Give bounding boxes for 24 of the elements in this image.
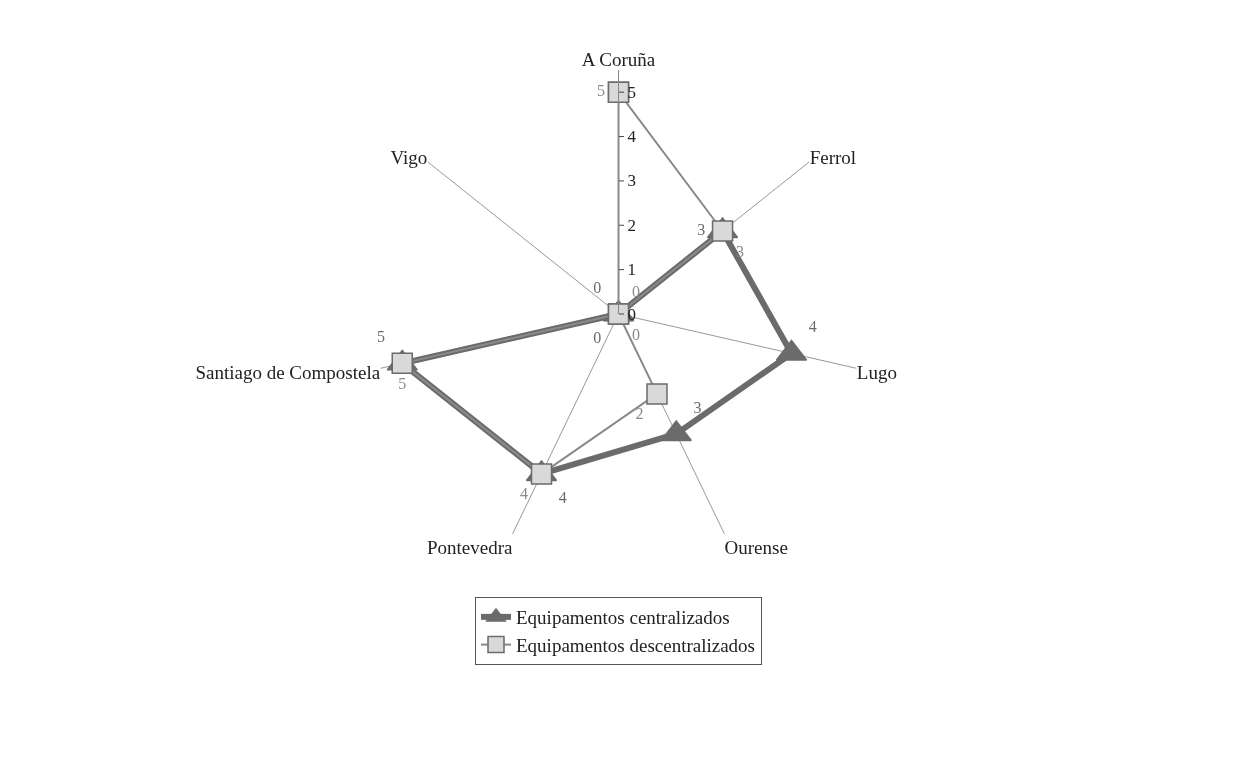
y-tick-label: 1 — [627, 260, 636, 280]
data-label: 3 — [693, 398, 702, 416]
data-label: 5 — [398, 374, 407, 392]
legend-label: Equipamentos centralizados — [516, 607, 730, 629]
y-tick-label: 3 — [627, 171, 636, 191]
data-label: 0 — [593, 278, 602, 296]
data-label: 3 — [736, 242, 745, 260]
spoke-label: A Coruña — [581, 48, 656, 70]
y-tick-label: 2 — [627, 215, 636, 235]
spoke-label: Pontevedra — [426, 537, 513, 559]
spoke-label: Lugo — [856, 362, 897, 384]
data-label: 5 — [597, 82, 605, 100]
y-tick-label: 4 — [627, 127, 637, 147]
spoke-label: Santiago de Compostela — [195, 362, 381, 384]
data-label: 4 — [520, 485, 529, 503]
spoke-label: Vigo — [390, 147, 428, 169]
data-label: 4 — [808, 318, 817, 336]
data-label: 5 — [376, 328, 385, 346]
spoke-label: Ferrol — [809, 147, 857, 169]
data-label: 3 — [697, 221, 706, 239]
legend-label: Equipamentos descentralizados — [516, 635, 756, 656]
data-label: 4 — [558, 489, 567, 507]
spoke-label: Ourense — [724, 537, 788, 559]
data-label: 0 — [593, 329, 602, 347]
